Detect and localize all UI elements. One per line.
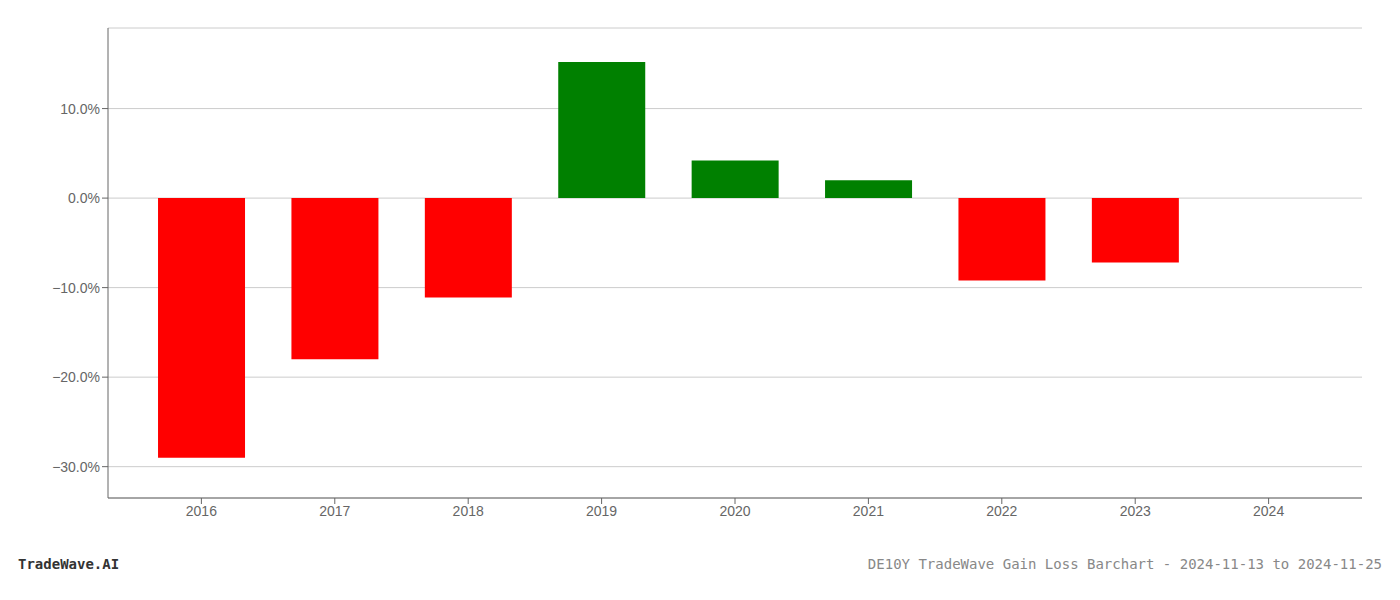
svg-text:10.0%: 10.0% <box>60 101 100 117</box>
svg-text:2022: 2022 <box>986 503 1017 519</box>
svg-text:2017: 2017 <box>319 503 350 519</box>
svg-text:−10.0%: −10.0% <box>52 280 100 296</box>
html-text:DE10Y TradeWave Gain Loss Barc: DE10Y TradeWave Gain Loss Barchart - 202… <box>867 556 1382 572</box>
svg-text:2018: 2018 <box>453 503 484 519</box>
svg-text:−20.0%: −20.0% <box>52 369 100 385</box>
svg-text:2023: 2023 <box>1120 503 1151 519</box>
html-text:TradeWave.AI: TradeWave.AI <box>18 556 120 572</box>
svg-text:2024: 2024 <box>1253 503 1284 519</box>
svg-text:0.0%: 0.0% <box>68 190 100 206</box>
svg-text:−30.0%: −30.0% <box>52 459 100 475</box>
svg-text:2019: 2019 <box>586 503 617 519</box>
svg-text:2021: 2021 <box>853 503 884 519</box>
svg-text:2016: 2016 <box>186 503 217 519</box>
svg-text:2020: 2020 <box>719 503 750 519</box>
